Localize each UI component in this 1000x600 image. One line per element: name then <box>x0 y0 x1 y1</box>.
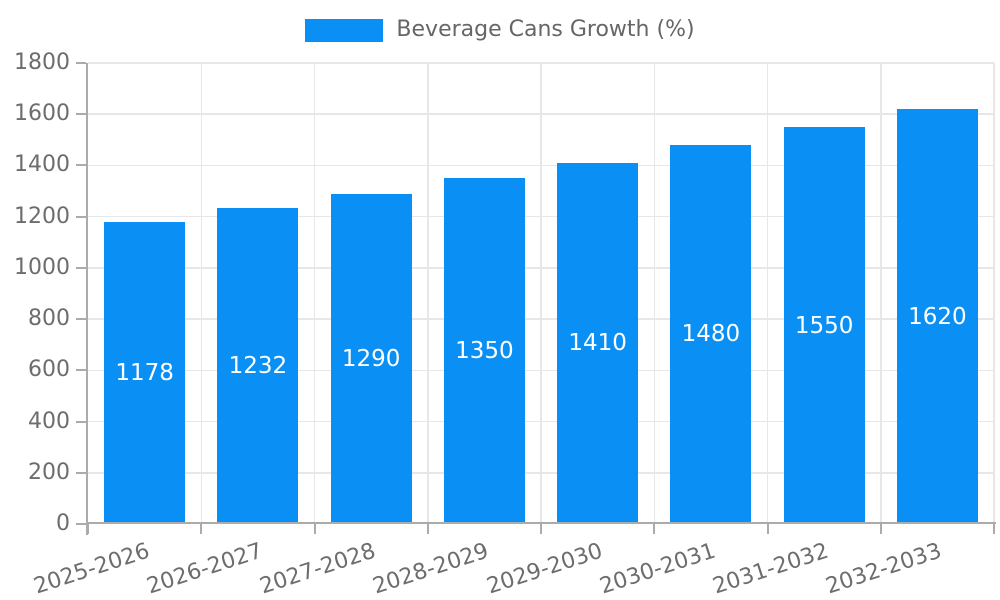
y-tick-label: 1400 <box>14 152 70 178</box>
legend-label: Beverage Cans Growth (%) <box>396 17 695 42</box>
bar-value-label: 1620 <box>908 303 967 330</box>
bar-value-label: 1232 <box>228 353 288 380</box>
gridline-vertical <box>313 63 316 524</box>
legend: Beverage Cans Growth (%) <box>0 17 1000 43</box>
x-tick-label: 2025-2026 <box>30 538 153 600</box>
x-tick-label: 2032-2033 <box>823 538 946 600</box>
y-tick-label: 600 <box>28 357 70 383</box>
bar: 1550 <box>783 127 865 524</box>
x-tick-label: 2029-2030 <box>483 538 606 600</box>
category-slot: 1290 <box>315 63 428 524</box>
y-tick-label: 0 <box>56 511 70 536</box>
gridline-vertical <box>880 63 882 524</box>
bar: 1350 <box>443 178 525 524</box>
bars-container: 1178 1232 1290 1350 1410 1480 1550 1620 <box>88 63 994 524</box>
x-tick <box>200 524 203 534</box>
y-tick <box>76 369 86 372</box>
legend-item[interactable]: Beverage Cans Growth (%) <box>305 17 695 43</box>
x-tick-label: 2031-2032 <box>710 538 832 600</box>
bar: 1480 <box>670 144 752 524</box>
y-tick-label: 800 <box>28 306 70 332</box>
bar-value-label: 1480 <box>681 321 741 348</box>
x-tick <box>540 524 542 534</box>
x-tick <box>993 524 995 534</box>
category-slot: 1550 <box>768 63 881 524</box>
bar: 1410 <box>557 162 639 524</box>
y-tick-label: 1600 <box>14 101 70 127</box>
y-tick <box>76 164 86 167</box>
gridline-vertical <box>540 63 542 524</box>
gridline-vertical <box>200 63 202 524</box>
y-tick <box>76 471 86 474</box>
category-slot: 1620 <box>881 63 994 524</box>
y-axis-line <box>86 63 88 535</box>
x-tick-label: 2028-2029 <box>370 538 493 600</box>
x-tick-label: 2027-2028 <box>257 538 379 600</box>
x-tick <box>313 524 316 534</box>
bar: 1232 <box>217 208 299 524</box>
y-tick <box>76 318 86 321</box>
y-tick <box>76 523 86 525</box>
y-tick <box>76 215 86 218</box>
y-tick-label: 1800 <box>14 50 70 75</box>
y-tick-label: 200 <box>28 459 70 485</box>
gridline-vertical <box>653 63 655 524</box>
x-tick <box>879 524 882 534</box>
category-slot: 1232 <box>201 63 314 524</box>
bar-value-label: 1410 <box>568 330 627 357</box>
x-axis-line <box>86 522 996 524</box>
plot-area: 1178 1232 1290 1350 1410 1480 1550 1620 <box>88 62 995 524</box>
bar-value-label: 1350 <box>455 338 514 365</box>
bar-value-label: 1178 <box>115 360 174 387</box>
gridline-vertical <box>993 63 995 524</box>
category-slot: 1480 <box>654 63 767 524</box>
y-tick-label: 1200 <box>14 203 70 229</box>
category-slot: 1350 <box>428 63 541 524</box>
y-tick <box>76 113 86 116</box>
category-slot: 1178 <box>88 63 201 524</box>
bar-value-label: 1290 <box>341 345 401 372</box>
gridline-vertical <box>427 63 429 524</box>
bar-value-label: 1550 <box>794 312 854 339</box>
gridline-vertical <box>766 63 769 524</box>
x-tick <box>426 524 429 534</box>
x-tick-label: 2030-2031 <box>596 538 719 600</box>
y-tick <box>76 62 86 64</box>
x-tick-label: 2026-2027 <box>143 538 266 600</box>
category-slot: 1410 <box>541 63 654 524</box>
bar: 1178 <box>104 222 186 524</box>
bar: 1290 <box>330 193 412 524</box>
y-tick <box>76 420 86 423</box>
x-tick <box>766 524 769 534</box>
y-tick-label: 400 <box>28 408 70 434</box>
bar: 1620 <box>896 109 978 524</box>
x-tick <box>653 524 656 534</box>
legend-swatch-icon <box>305 18 384 42</box>
y-tick <box>76 266 86 269</box>
y-tick-label: 1000 <box>14 254 70 280</box>
